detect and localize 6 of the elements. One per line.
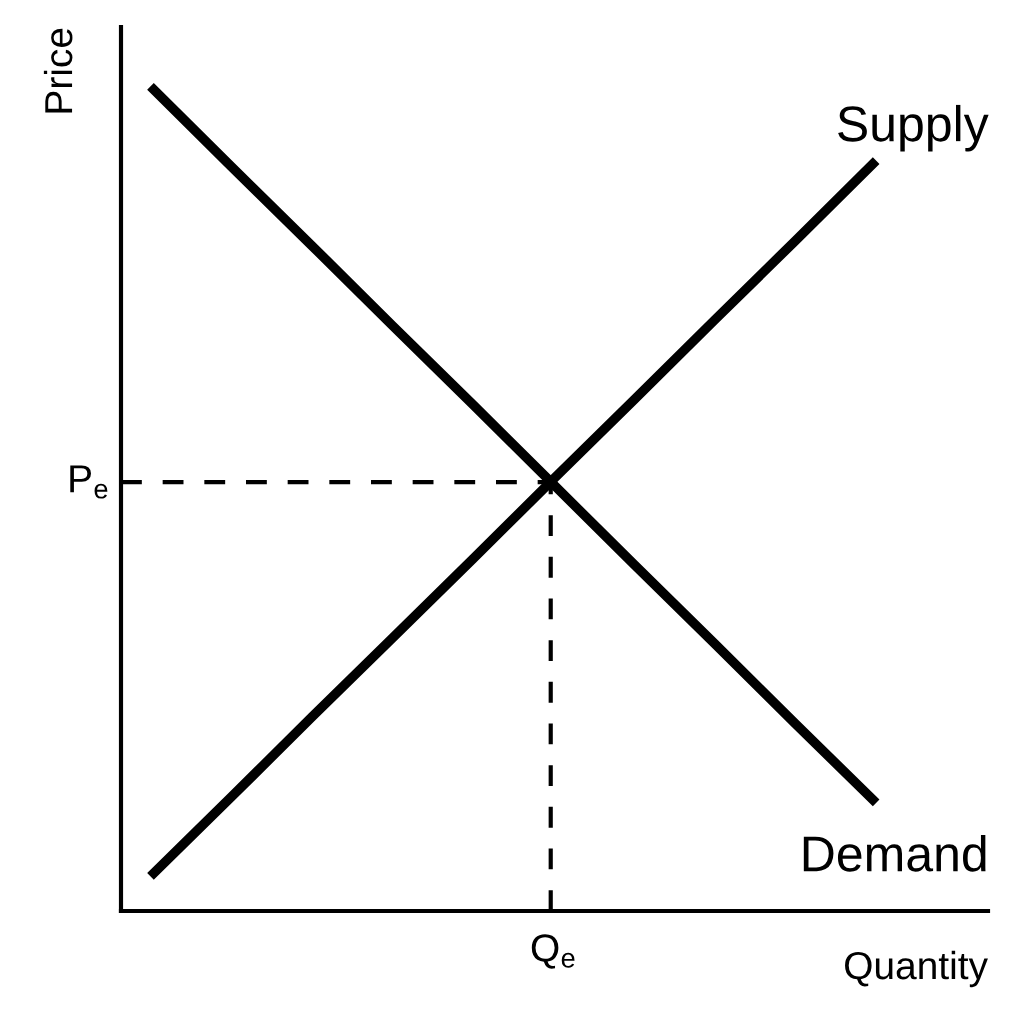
y-axis-title: Price	[43, 28, 73, 113]
series-label: Demand	[803, 834, 986, 872]
x-axis-title: Quantity	[845, 950, 988, 988]
text: Q$_{e}$	[531, 934, 575, 969]
ref-line-label: P$_{e}$	[70, 465, 108, 499]
series-label: Supply	[838, 104, 989, 152]
